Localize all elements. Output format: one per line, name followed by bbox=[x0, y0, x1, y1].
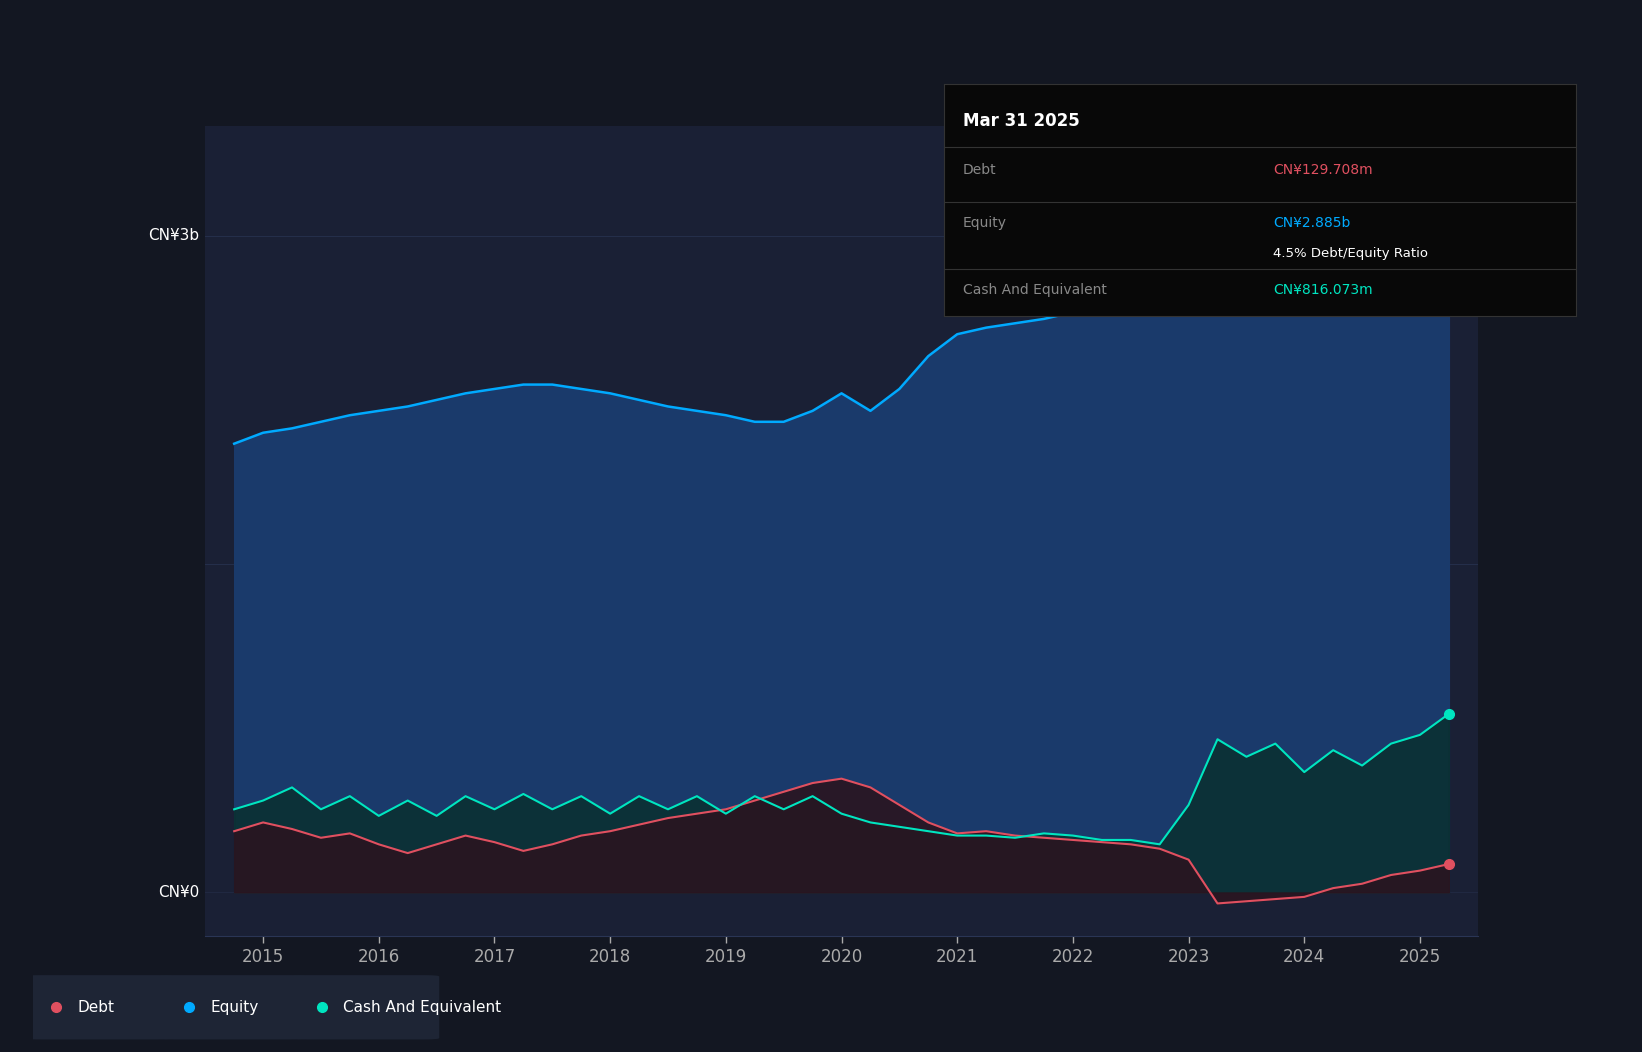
FancyBboxPatch shape bbox=[292, 975, 440, 1039]
Text: CN¥816.073m: CN¥816.073m bbox=[1273, 283, 1373, 297]
Text: Equity: Equity bbox=[210, 999, 258, 1015]
Text: Debt: Debt bbox=[77, 999, 115, 1015]
FancyBboxPatch shape bbox=[159, 975, 307, 1039]
Text: Cash And Equivalent: Cash And Equivalent bbox=[343, 999, 501, 1015]
Text: Cash And Equivalent: Cash And Equivalent bbox=[964, 283, 1107, 297]
Text: Mar 31 2025: Mar 31 2025 bbox=[964, 112, 1080, 130]
Text: Equity: Equity bbox=[964, 216, 1007, 230]
Text: CN¥2.885b: CN¥2.885b bbox=[1273, 216, 1350, 230]
Text: Debt: Debt bbox=[964, 163, 997, 177]
Text: CN¥3b: CN¥3b bbox=[148, 228, 199, 243]
Text: CN¥129.708m: CN¥129.708m bbox=[1273, 163, 1373, 177]
Text: CN¥0: CN¥0 bbox=[158, 885, 199, 901]
Text: 4.5% Debt/Equity Ratio: 4.5% Debt/Equity Ratio bbox=[1273, 246, 1429, 260]
FancyBboxPatch shape bbox=[26, 975, 174, 1039]
